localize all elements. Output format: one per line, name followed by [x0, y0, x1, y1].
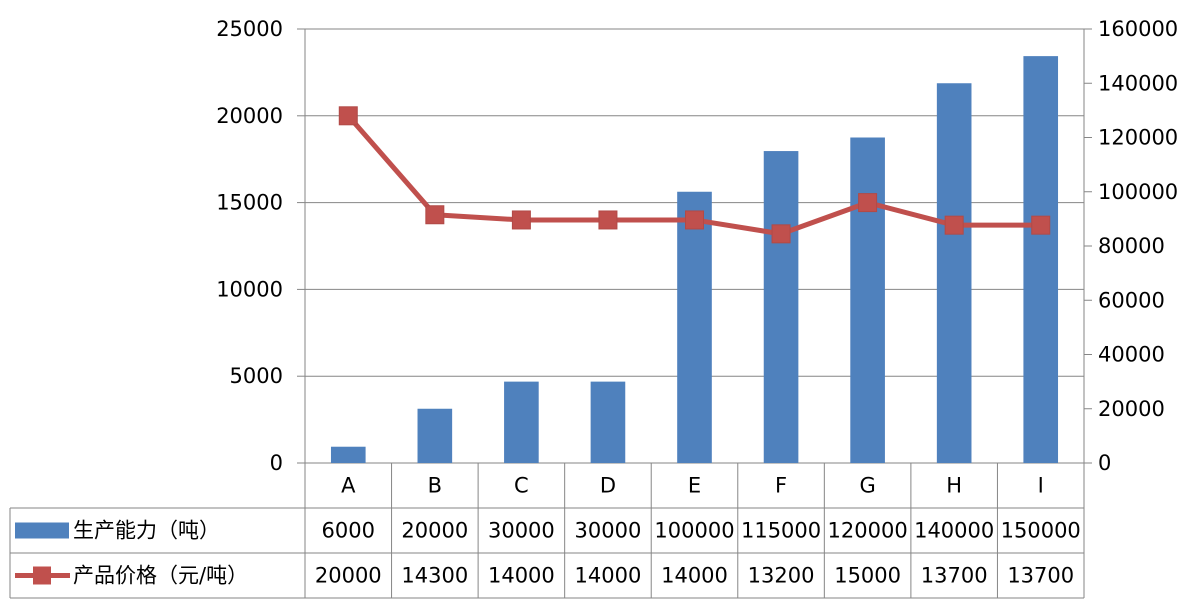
category-label: E: [688, 474, 701, 498]
line-point: [511, 210, 531, 230]
category-label: I: [1038, 474, 1044, 498]
category-label: F: [775, 474, 787, 498]
line-point: [771, 224, 791, 244]
left-tick-label: 0: [270, 451, 283, 475]
line-point: [685, 210, 704, 230]
legend-bar-label: 生产能力（吨）: [73, 519, 220, 543]
bar: [850, 137, 885, 463]
bar: [417, 408, 453, 463]
right-tick-label: 40000: [1098, 343, 1165, 367]
bar: [590, 381, 626, 463]
line-series: [338, 106, 1051, 244]
right-tick-label: 140000: [1098, 71, 1178, 95]
data-label: 15000: [834, 564, 901, 588]
data-table: A B C D E F G H I 生产能力（吨） 产品价格（元/吨） 6000 20000 30000 3…: [9, 463, 1085, 599]
data-label: 13200: [748, 564, 815, 588]
right-tick-label: 80000: [1098, 234, 1165, 258]
category-label: C: [514, 474, 529, 498]
left-tick-label: 10000: [216, 277, 283, 301]
category-label: H: [946, 474, 962, 498]
line-point: [338, 106, 358, 126]
left-tick-label: 15000: [216, 191, 283, 215]
data-label: 150000: [1001, 519, 1081, 543]
data-label: 20000: [401, 519, 468, 543]
bar: [330, 446, 366, 463]
line-point: [944, 215, 964, 235]
bar-series: [330, 56, 1059, 463]
data-label: 120000: [828, 519, 908, 543]
right-tick-label: 100000: [1098, 180, 1178, 204]
right-tick-label: 20000: [1098, 397, 1165, 421]
left-tick-label: 25000: [216, 17, 283, 41]
bar: [677, 191, 712, 463]
category-label: A: [341, 474, 356, 498]
right-tick-label: 60000: [1098, 288, 1165, 312]
legend-line-label: 产品价格（元/吨）: [73, 564, 248, 588]
category-label: B: [428, 474, 442, 498]
data-label: 115000: [741, 519, 821, 543]
data-label: 14000: [575, 564, 642, 588]
line-point: [1031, 215, 1051, 235]
left-tick-label: 20000: [216, 104, 283, 128]
data-label: 30000: [575, 519, 642, 543]
right-tick-label: 0: [1098, 451, 1111, 475]
left-tick-label: 5000: [230, 364, 283, 388]
data-label: 14000: [661, 564, 728, 588]
line-point: [858, 193, 878, 213]
bar: [1023, 56, 1059, 463]
data-label: 140000: [914, 519, 994, 543]
data-label: 13700: [921, 564, 988, 588]
bar: [763, 151, 799, 463]
right-tick-label: 120000: [1098, 126, 1178, 150]
data-label: 100000: [654, 519, 734, 543]
legend-line-marker: [33, 566, 51, 585]
data-label: 14000: [488, 564, 555, 588]
category-label: D: [600, 474, 616, 498]
line-point: [425, 205, 445, 225]
data-label: 6000: [322, 519, 375, 543]
data-label: 13700: [1007, 564, 1074, 588]
data-label: 30000: [488, 519, 555, 543]
data-label: 14300: [401, 564, 468, 588]
line-point: [598, 210, 618, 230]
legend-bar-key: [15, 522, 69, 539]
bar: [504, 381, 539, 463]
category-label: G: [859, 474, 875, 498]
data-label: 20000: [315, 564, 382, 588]
axes: 0 5000 10000 15000 20000 25000 0 20000 40000 6000…: [216, 17, 1178, 475]
right-tick-label: 160000: [1098, 17, 1178, 41]
bar: [936, 83, 972, 463]
